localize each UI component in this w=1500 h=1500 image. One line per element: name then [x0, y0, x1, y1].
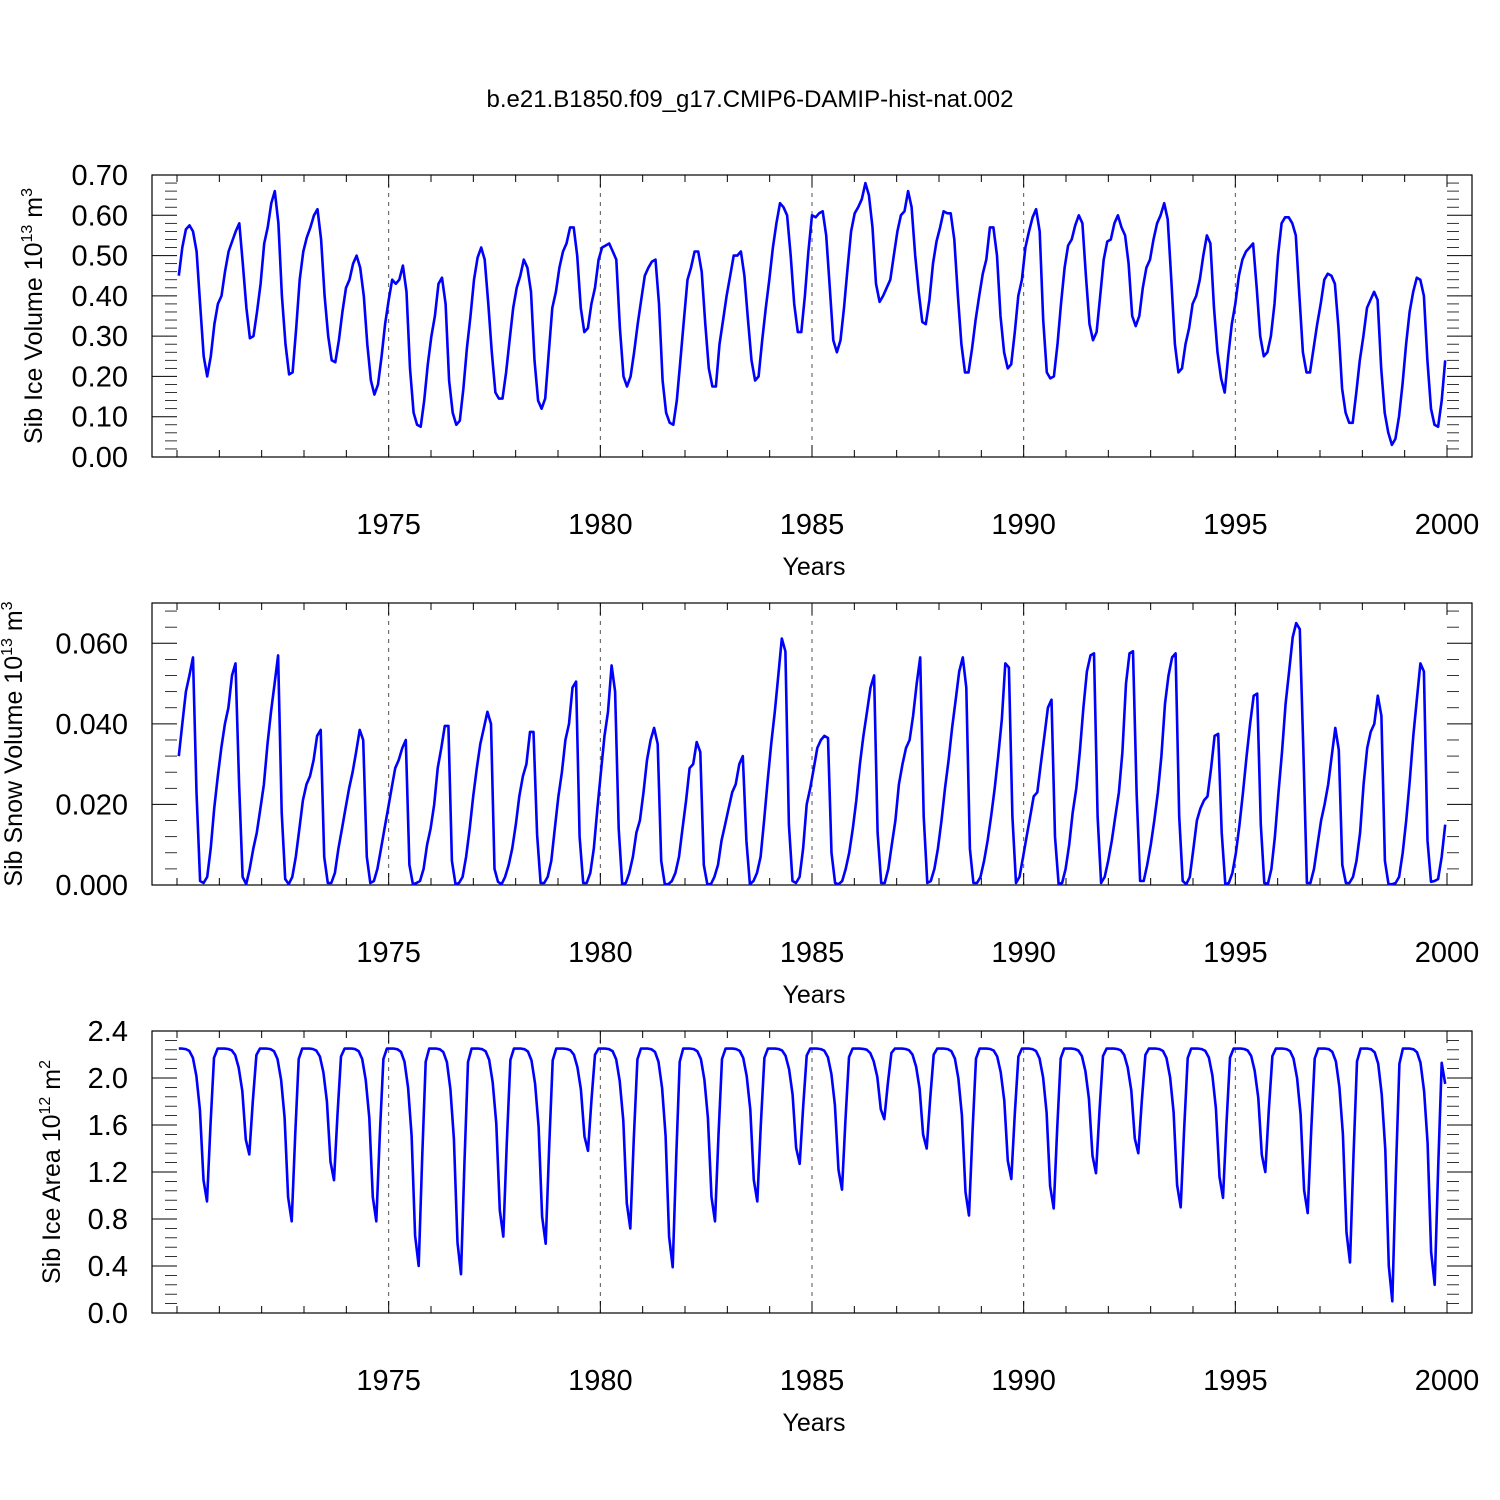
x-tick-label: 1980 [568, 1365, 633, 1397]
y-tick-label: 0.60 [72, 200, 128, 232]
x-tick-label: 1980 [568, 937, 633, 969]
y-tick-label: 1.2 [88, 1157, 128, 1189]
y-axis-label: Sib Snow Volume 1013 m3 [0, 601, 28, 886]
data-series-line-3 [178, 1047, 1447, 1303]
y-tick-label: 2.4 [88, 1016, 128, 1048]
x-tick-label: 2000 [1415, 1365, 1480, 1397]
y-tick-label: 0.000 [55, 870, 128, 902]
x-tick-label: 2000 [1415, 509, 1480, 541]
y-tick-label: 1.6 [88, 1110, 128, 1142]
y-tick-label: 0.00 [72, 442, 128, 474]
y-tick-label: 0.70 [72, 160, 128, 192]
y-tick-label: 0.0 [88, 1298, 128, 1330]
x-tick-label: 1975 [356, 509, 421, 541]
x-tick-label: 1990 [991, 509, 1056, 541]
y-tick-label: 0.020 [55, 789, 128, 821]
x-tick-label: 1975 [356, 1365, 421, 1397]
plot-frame-3 [151, 1030, 1473, 1314]
y-tick-label: 0.060 [55, 628, 128, 660]
chart-title: b.e21.B1850.f09_g17.CMIP6-DAMIP-hist-nat… [486, 86, 1014, 113]
x-axis-label: Years [782, 981, 845, 1009]
y-tick-label: 0.10 [72, 402, 128, 434]
data-series-line-2 [177, 621, 1447, 886]
y-tick-label: 0.4 [88, 1251, 128, 1283]
y-axis-label: Sib Ice Area 1012 m2 [37, 1060, 66, 1284]
x-tick-label: 1975 [356, 937, 421, 969]
y-tick-label: 0.040 [55, 709, 128, 741]
y-tick-label: 0.8 [88, 1204, 128, 1236]
x-tick-label: 1985 [780, 937, 845, 969]
x-tick-label: 1985 [780, 1365, 845, 1397]
x-tick-label: 1995 [1203, 1365, 1268, 1397]
x-tick-label: 1995 [1203, 937, 1268, 969]
y-tick-label: 2.0 [88, 1063, 128, 1095]
x-axis-label: Years [782, 1409, 845, 1437]
x-axis-label: Years [782, 553, 845, 581]
y-tick-label: 0.50 [72, 241, 128, 273]
x-tick-label: 1990 [991, 1365, 1056, 1397]
y-tick-label: 0.30 [72, 321, 128, 353]
x-tick-label: 2000 [1415, 937, 1480, 969]
x-tick-label: 1995 [1203, 509, 1268, 541]
x-tick-label: 1985 [780, 509, 845, 541]
y-tick-label: 0.40 [72, 281, 128, 313]
y-tick-label: 0.20 [72, 361, 128, 393]
y-axis-label: Sib Ice Volume 1013 m3 [19, 188, 48, 444]
x-tick-label: 1980 [568, 509, 633, 541]
x-tick-label: 1990 [991, 937, 1056, 969]
data-series-line-1 [177, 181, 1447, 447]
